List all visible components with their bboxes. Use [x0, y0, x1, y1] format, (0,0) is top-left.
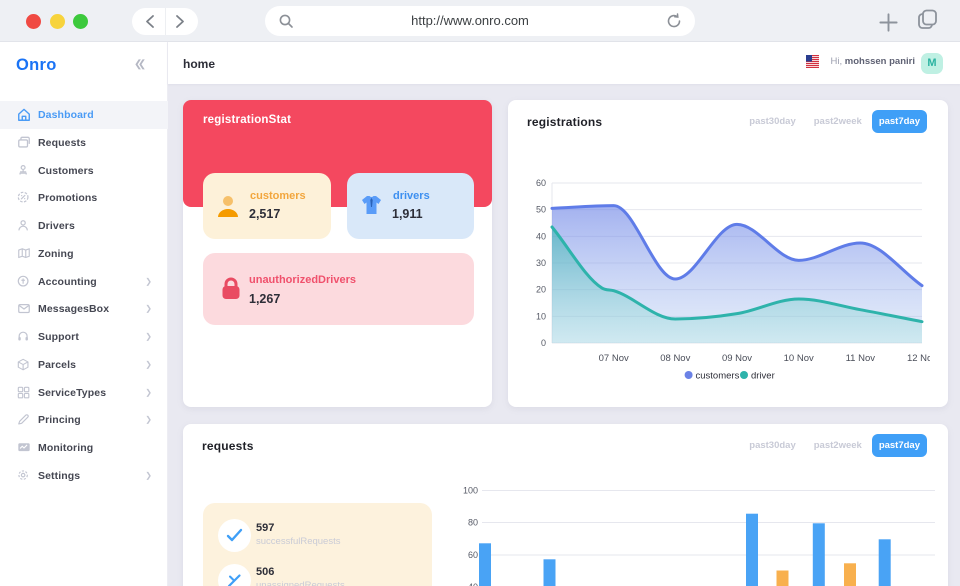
- svg-text:60: 60: [536, 178, 546, 188]
- svg-text:50: 50: [536, 205, 546, 215]
- svg-text:09 Nov: 09 Nov: [722, 353, 752, 364]
- svg-text:0: 0: [541, 338, 546, 348]
- svg-text:10: 10: [536, 311, 546, 321]
- svg-text:customers: customers: [696, 371, 740, 382]
- svg-text:60: 60: [468, 550, 478, 560]
- svg-text:08 Nov: 08 Nov: [660, 353, 690, 364]
- svg-text:100: 100: [463, 486, 478, 496]
- svg-text:20: 20: [536, 285, 546, 295]
- svg-text:07 Nov: 07 Nov: [599, 353, 629, 364]
- svg-text:12 Nov: 12 Nov: [907, 353, 930, 364]
- svg-text:40: 40: [536, 231, 546, 241]
- svg-text:30: 30: [536, 258, 546, 268]
- svg-text:10 Nov: 10 Nov: [784, 353, 814, 364]
- svg-text:80: 80: [468, 518, 478, 528]
- svg-text:driver: driver: [751, 371, 775, 382]
- svg-text:11 Nov: 11 Nov: [846, 353, 876, 364]
- svg-text:40: 40: [468, 582, 478, 586]
